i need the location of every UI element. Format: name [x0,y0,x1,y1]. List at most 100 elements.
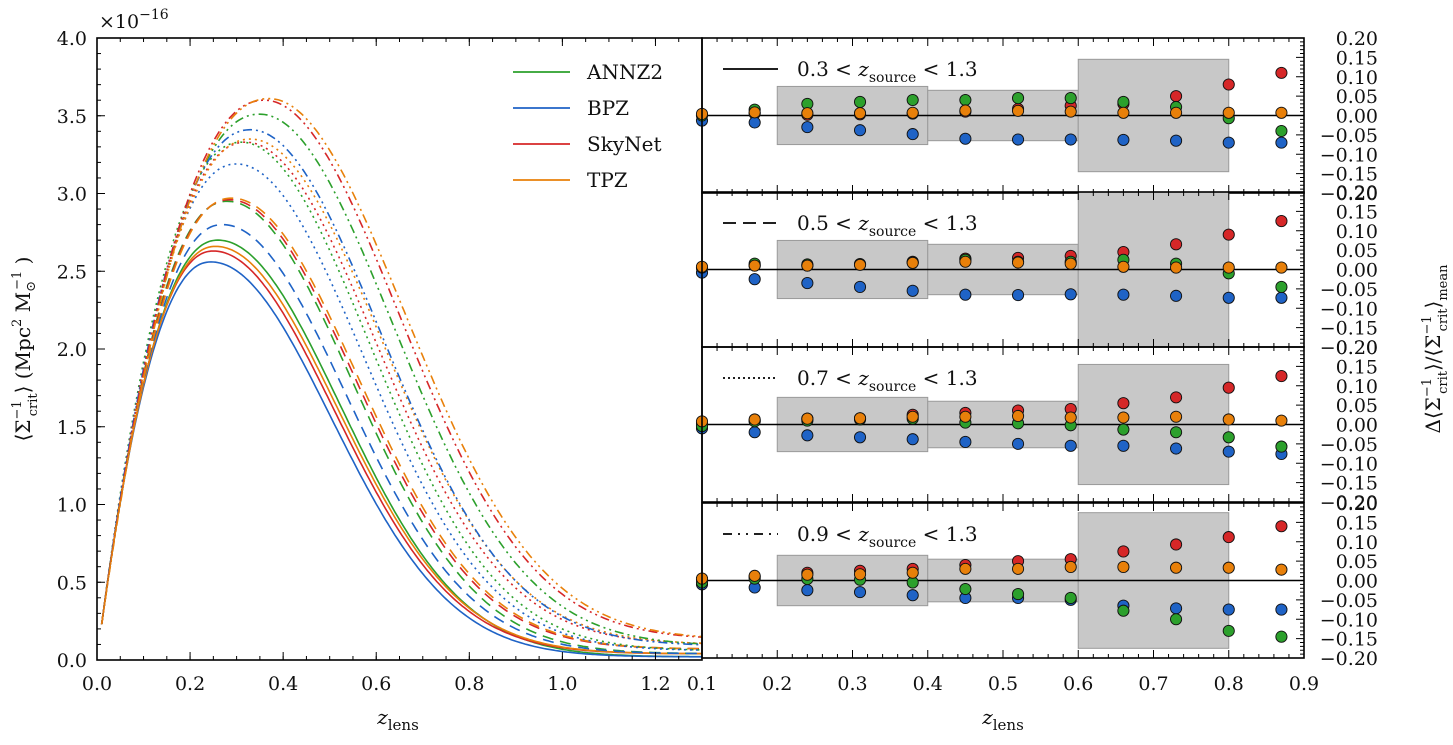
panel-label: 0.9 < zsource < 1.3 [797,522,978,551]
point-tpz [1012,104,1025,117]
y-tick-label: −0.10 [1320,609,1378,631]
point-bpz [1170,289,1183,302]
point-bpz [801,277,814,290]
left-y-tick-label: 3.0 [57,184,87,206]
right-y-axis-label: Δ⟨Σ−1crit⟩/⟨Σ−1crit⟩mean [1420,264,1451,434]
point-annz2 [853,95,867,108]
point-tpz [1222,561,1235,574]
left-x-tick-label: 0.8 [454,673,484,695]
point-annz2 [959,93,972,107]
point-annz2 [1275,124,1288,138]
point-tpz [1064,411,1077,424]
point-bpz [906,128,919,141]
left-y-tick-label: 2.5 [57,261,87,283]
right-x-tick-label: 0.7 [1138,673,1168,695]
point-tpz [1170,561,1183,574]
point-skynet [1170,391,1183,404]
point-tpz [801,412,814,425]
right-x-tick-label: 0.6 [1063,673,1093,695]
point-bpz [801,121,814,134]
y-tick-label: 0.05 [1336,395,1378,417]
point-skynet [1170,90,1183,103]
point-tpz [1064,560,1077,573]
point-annz2 [1117,423,1130,436]
point-bpz [1170,442,1183,455]
point-tpz [853,412,867,425]
left-offset-text: ×10−16 [99,7,169,33]
legend-label-tpz: TPZ [587,168,628,192]
y-tick-label: −0.20 [1320,492,1378,514]
left-chart-lines [100,97,703,658]
point-skynet [1117,397,1130,410]
point-tpz [1064,105,1077,118]
point-bpz [1117,133,1130,146]
left-offset-exponent: −16 [139,7,169,23]
point-skynet [1275,370,1288,383]
curve-tpz-solid [100,245,703,655]
point-bpz [906,433,919,446]
left-x-axis-label: zlens [376,705,419,734]
point-bpz [1275,603,1288,616]
left-y-tick-label: 3.5 [57,106,87,128]
point-bpz [1170,602,1183,615]
legend: ANNZ2 BPZ SkyNet TPZ [513,60,663,192]
point-bpz [1117,439,1130,452]
point-annz2 [1275,630,1288,643]
y-tick-label: 0.20 [1336,493,1378,515]
point-tpz [801,259,814,272]
left-x-tick-label: 0.6 [361,673,391,695]
point-bpz [1275,136,1288,149]
y-tick-label: −0.05 [1320,434,1378,456]
point-bpz [1222,603,1235,616]
y-tick-label: −0.05 [1320,590,1378,612]
point-tpz [748,413,761,426]
y-tick-label: 0.20 [1336,337,1378,359]
curve-skynet-dashdot [100,99,703,638]
point-tpz [1012,256,1025,269]
legend-label-annz2: ANNZ2 [586,60,663,84]
point-bpz [906,284,919,297]
y-tick-label: 0.15 [1336,47,1378,69]
panel-label: 0.5 < zsource < 1.3 [797,211,978,240]
point-tpz [748,106,761,119]
right-x-tick-label: 0.3 [837,673,867,695]
point-tpz [853,107,867,120]
curve-annz2-dashed [100,200,702,655]
point-tpz [1117,260,1130,273]
y-tick-label: 0.10 [1336,67,1378,89]
left-x-tick-label: 0.2 [175,673,205,695]
y-tick-label: 0.20 [1336,28,1378,50]
y-tick-label: −0.05 [1320,125,1378,147]
y-tick-label: −0.05 [1320,279,1378,301]
point-skynet [1222,228,1235,241]
left-chart-axes: 0.0 0.2 0.4 0.6 0.8 1.0 1.2 0.0 0.5 1.0 1.5 2.0 2.5 3… [57,7,703,695]
left-x-tick-label: 1.2 [640,673,670,695]
right-x-tick-label: 0.5 [988,673,1018,695]
point-tpz [1170,106,1183,119]
point-bpz [906,589,919,602]
right-x-axis-label: zlens [981,705,1024,734]
axis-labels: zlens zlens ⟨Σ−1crit⟩ (Mpc2 M⊙−1 ) Δ⟨Σ−1cri… [10,257,1451,734]
point-tpz [1117,106,1130,119]
point-bpz [1222,291,1235,304]
legend-label-skynet: SkyNet [587,132,662,156]
point-tpz [748,259,761,272]
y-tick-label: −0.10 [1320,453,1378,475]
point-bpz [1012,437,1025,450]
curve-bpz-dotted [100,163,702,651]
y-tick-label: −0.20 [1320,337,1378,359]
curve-bpz-solid [100,261,702,658]
point-skynet [1222,531,1235,544]
point-tpz [801,568,814,581]
point-skynet [1170,238,1183,251]
point-annz2 [1222,624,1235,637]
y-tick-label: 0.10 [1336,532,1378,554]
y-tick-label: 0.15 [1336,356,1378,378]
point-skynet [1222,381,1235,394]
y-tick-label: 0.00 [1336,106,1378,128]
y-tick-label: −0.15 [1320,473,1378,495]
point-tpz [1170,410,1183,423]
right-panel-1: 0.3 < zsource < 1.3−0.20−0.15−0.10−0.050… [695,28,1378,205]
point-bpz [748,116,761,129]
y-tick-label: −0.10 [1320,298,1378,320]
